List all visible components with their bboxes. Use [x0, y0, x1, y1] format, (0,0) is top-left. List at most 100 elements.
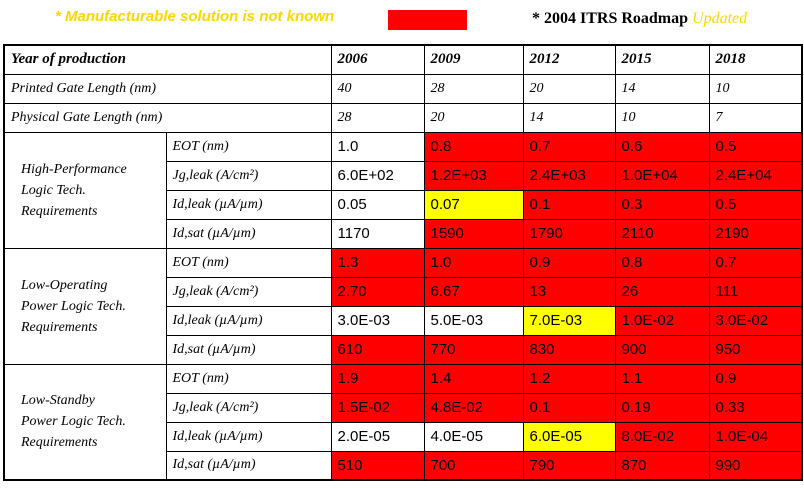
group-label-line: High-Performance: [21, 161, 127, 177]
cell: 20: [423, 102, 524, 133]
row: Low-Standby Power Logic Tech. Requirements…: [3, 363, 803, 481]
cell: 770: [423, 334, 524, 365]
row: Id,leak (µA/µm) 3.0E-03 5.0E-03 7.0E-03 1.0E…: [4, 305, 803, 336]
row: Id,sat (µA/µm) 1170 1590 1790 2110 2190: [4, 218, 803, 249]
row: Id,sat (µA/µm) 610 770 830 900 950: [4, 334, 803, 365]
cell: 13: [522, 276, 616, 307]
cell: 1.5E-02: [330, 392, 425, 423]
cell: 0.7: [522, 131, 616, 162]
cell: 1.2: [522, 363, 616, 394]
cell: 870: [614, 450, 710, 481]
group-label-line: Logic Tech.: [21, 182, 86, 198]
cell: 0.07: [423, 189, 524, 220]
cell: 1170: [330, 218, 425, 249]
cell: 610: [330, 334, 425, 365]
cell: 6.0E-05: [522, 421, 616, 452]
cell: 6.67: [423, 276, 524, 307]
cell: 1.3: [330, 247, 425, 278]
cell: 1590: [423, 218, 524, 249]
cell: 0.6: [614, 131, 710, 162]
cell: 0.9: [522, 247, 616, 278]
cell: 14: [614, 73, 710, 104]
cell: 0.5: [708, 131, 803, 162]
cell: 2.4E+03: [522, 160, 616, 191]
row: Physical Gate Length (nm) 28 20 14 10 7: [3, 102, 803, 133]
group-label: High-Performance Logic Tech. Requirements: [3, 131, 167, 249]
cell: 2.0E-05: [330, 421, 425, 452]
cell: 700: [423, 450, 524, 481]
cell: 1.0: [330, 131, 425, 162]
header-cell: 2006: [330, 44, 425, 75]
row: High-Performance Logic Tech. Requirements E…: [3, 131, 803, 249]
cell: 900: [614, 334, 710, 365]
roadmap-title: * 2004 ITRS Roadmap Updated: [532, 10, 747, 28]
cell: 8.0E-02: [614, 421, 710, 452]
cell: 1.2E+03: [423, 160, 524, 191]
group-label-line: Power Logic Tech.: [21, 414, 126, 430]
cell: 5.0E-03: [423, 305, 524, 336]
param-label: Id,leak (µA/µm): [165, 305, 332, 336]
header-cell: 2009: [423, 44, 524, 75]
cell: 990: [708, 450, 803, 481]
cell: 0.7: [708, 247, 803, 278]
header-cell: 2012: [522, 44, 616, 75]
header-cell: 2018: [708, 44, 803, 75]
cell: 7: [708, 102, 803, 133]
cell: 2.4E+04: [708, 160, 803, 191]
cell: 0.8: [423, 131, 524, 162]
row: Low-Operating Power Logic Tech. Requiremen…: [3, 247, 803, 365]
cell: 7.0E-03: [522, 305, 616, 336]
row: Printed Gate Length (nm) 40 28 20 14 10: [3, 73, 803, 104]
header-row: Year of production 2006 2009 2012 2015 2018: [3, 44, 803, 75]
cell: 26: [614, 276, 710, 307]
group-label-line: Low-Standby: [21, 393, 95, 409]
cell: 10: [614, 102, 710, 133]
row: Jg,leak (A/cm²) 2.70 6.67 13 26 111: [4, 276, 803, 307]
cell: 0.33: [708, 392, 803, 423]
cell: 1.0: [423, 247, 524, 278]
row: Jg,leak (A/cm²) 1.5E-02 4.8E-02 0.1 0.19 0.33: [4, 392, 803, 423]
cell: 1.0E-04: [708, 421, 803, 452]
cell: 28: [330, 102, 425, 133]
updated-text: Updated: [692, 10, 748, 27]
param-label: Id,sat (µA/µm): [165, 334, 332, 365]
cell: 790: [522, 450, 616, 481]
header-cell: 2015: [614, 44, 710, 75]
legend-swatch: [388, 10, 467, 30]
cell: 830: [522, 334, 616, 365]
param-label: EOT (nm): [165, 131, 332, 162]
cell: 0.3: [614, 189, 710, 220]
cell: 0.05: [330, 189, 425, 220]
param-label: Jg,leak (A/cm²): [165, 276, 332, 307]
cell: 1.0E-02: [614, 305, 710, 336]
param-label: Jg,leak (A/cm²): [165, 160, 332, 191]
row-label: Printed Gate Length (nm): [3, 73, 332, 104]
group-label-line: Requirements: [21, 435, 98, 451]
cell: 14: [522, 102, 616, 133]
cell: 2.70: [330, 276, 425, 307]
cell: 111: [708, 276, 803, 307]
cell: 1790: [522, 218, 616, 249]
cell: 0.19: [614, 392, 710, 423]
cell: 20: [522, 73, 616, 104]
legend-note: * Manufacturable solution is not known: [55, 8, 334, 25]
cell: 1.1: [614, 363, 710, 394]
param-label: EOT (nm): [165, 363, 332, 394]
cell: 6.0E+02: [330, 160, 425, 191]
group-label-line: Low-Operating: [21, 277, 108, 293]
roadmap-table: Year of production 2006 2009 2012 2015 2018 Pr…: [3, 44, 803, 481]
header-cell: Year of production: [3, 44, 332, 75]
cell: 4.8E-02: [423, 392, 524, 423]
legend-bar: * Manufacturable solution is not known *…: [0, 6, 804, 36]
param-label: Id,sat (µA/µm): [165, 218, 332, 249]
cell: 510: [330, 450, 425, 481]
cell: 950: [708, 334, 803, 365]
row: Jg,leak (A/cm²) 6.0E+02 1.2E+03 2.4E+03 1.0E…: [4, 160, 803, 191]
cell: 0.1: [522, 189, 616, 220]
legend-text: * Manufacturable solution is not known: [55, 8, 335, 25]
cell: 1.0E+04: [614, 160, 710, 191]
group-label-line: Power Logic Tech.: [21, 298, 126, 314]
row: Id,leak (µA/µm) 2.0E-05 4.0E-05 6.0E-05 8.0E…: [4, 421, 803, 452]
cell: 0.9: [708, 363, 803, 394]
